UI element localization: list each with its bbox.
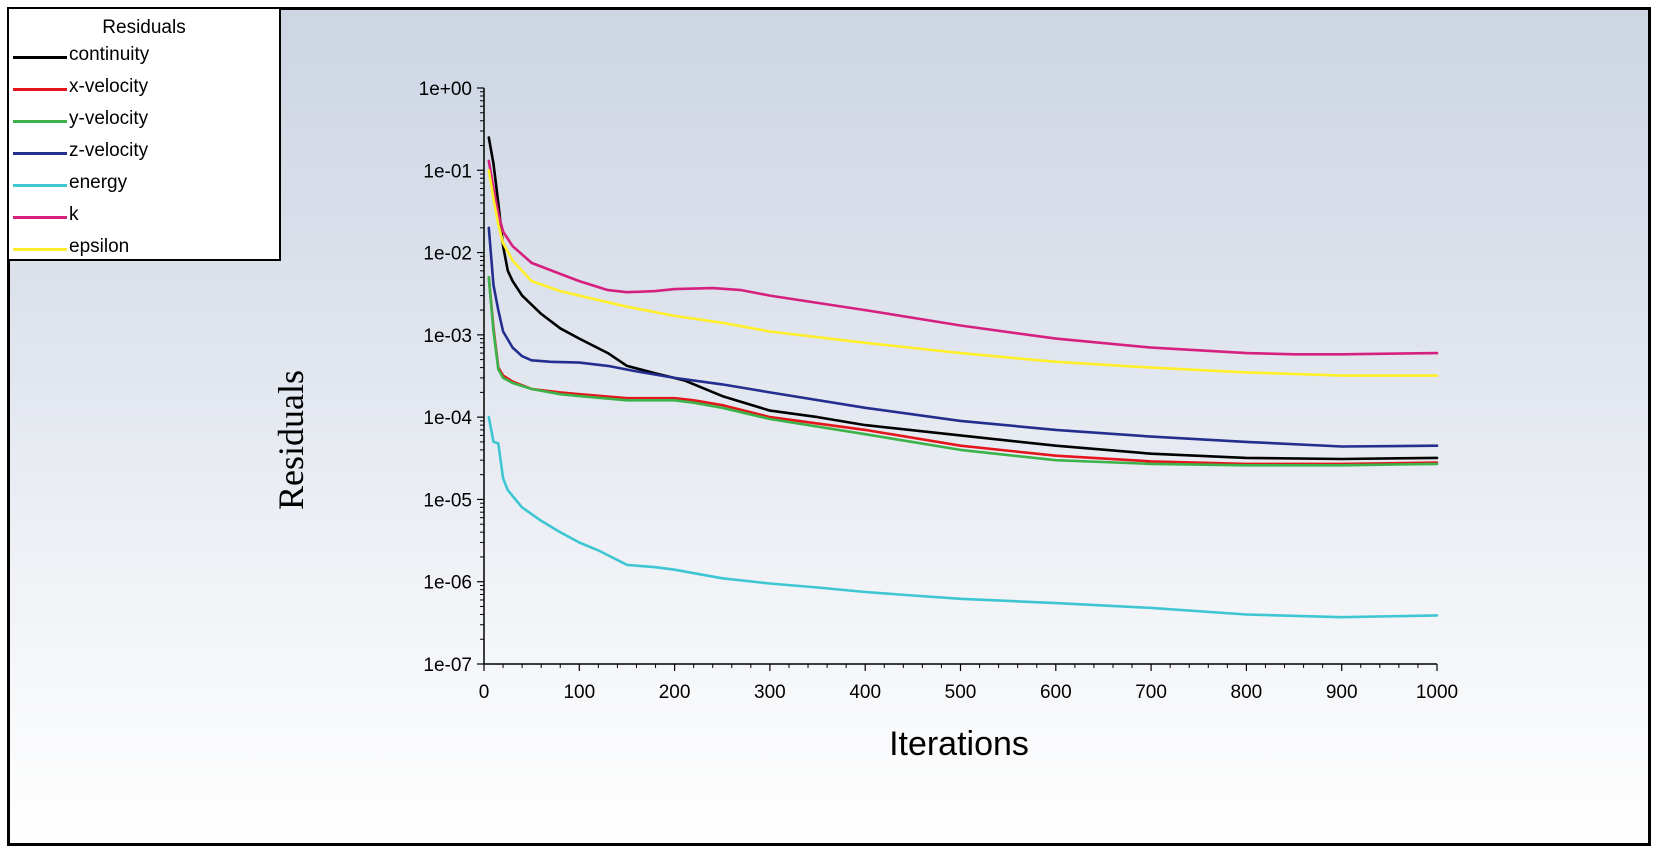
- y-tick-label: 1e-07: [423, 655, 472, 676]
- legend-swatch: [13, 88, 67, 91]
- legend-label: epsilon: [69, 236, 130, 257]
- x-tick-label: 1000: [1416, 682, 1458, 703]
- legend-swatch: [13, 248, 67, 251]
- series-line-epsilon: [487, 169, 1439, 377]
- x-tick-label: 700: [1135, 682, 1167, 703]
- y-tick-label: 1e-02: [423, 244, 472, 265]
- x-tick-label: 100: [563, 682, 595, 703]
- legend-title: Residuals: [102, 17, 186, 38]
- series-line-energy: [487, 415, 1439, 619]
- x-tick-label: 400: [849, 682, 881, 703]
- x-axis-title: Iterations: [889, 725, 1029, 763]
- series-line-x-velocity: [487, 275, 1439, 466]
- x-tick-label: 900: [1326, 682, 1358, 703]
- series-line-k: [487, 159, 1439, 356]
- x-tick-label: 500: [945, 682, 977, 703]
- legend-label: y-velocity: [69, 108, 149, 129]
- y-tick-label: 1e+00: [419, 79, 472, 100]
- legend-item-k: k: [11, 202, 279, 232]
- y-axis-title: Residuals: [271, 370, 311, 510]
- series-line-continuity: [487, 136, 1439, 461]
- legend-swatch: [13, 216, 67, 219]
- y-tick-label: 1e-03: [423, 326, 472, 347]
- legend-label: k: [69, 204, 79, 225]
- legend-item-y-velocity: y-velocity: [11, 106, 279, 136]
- legend-swatch: [13, 184, 67, 187]
- y-tick-label: 1e-01: [423, 161, 472, 182]
- legend-item-continuity: continuity: [11, 42, 279, 72]
- legend-swatch: [13, 152, 67, 155]
- series-layer: [487, 136, 1439, 619]
- legend-label: x-velocity: [69, 76, 149, 97]
- legend-item-epsilon: epsilon: [11, 234, 279, 264]
- x-tick-label: 0: [479, 682, 490, 703]
- y-tick-label: 1e-05: [423, 490, 472, 511]
- y-tick-label: 1e-06: [423, 573, 472, 594]
- axes: 1e+00 1e-01 1e-02 1e-03 1e-04 1e-05 1e-06 1e-07…: [419, 79, 1459, 703]
- legend-item-z-velocity: z-velocity: [11, 138, 279, 168]
- series-line-z-velocity: [487, 226, 1439, 448]
- y-tick-label: 1e-04: [423, 408, 472, 429]
- legend-label: z-velocity: [69, 140, 149, 161]
- legend-label: continuity: [69, 44, 150, 65]
- x-tick-label: 800: [1231, 682, 1263, 703]
- x-tick-label: 200: [659, 682, 691, 703]
- legend-item-x-velocity: x-velocity: [11, 74, 279, 104]
- series-line-y-velocity: [487, 275, 1439, 467]
- legend-swatch: [13, 120, 67, 123]
- x-tick-label: 300: [754, 682, 786, 703]
- legend: Residuals continuity x-velocity y-velocity…: [7, 7, 281, 261]
- x-tick-label: 600: [1040, 682, 1072, 703]
- chart-frame: [7, 7, 1651, 846]
- legend-label: energy: [69, 172, 128, 193]
- legend-item-energy: energy: [11, 170, 279, 200]
- legend-swatch: [13, 56, 67, 59]
